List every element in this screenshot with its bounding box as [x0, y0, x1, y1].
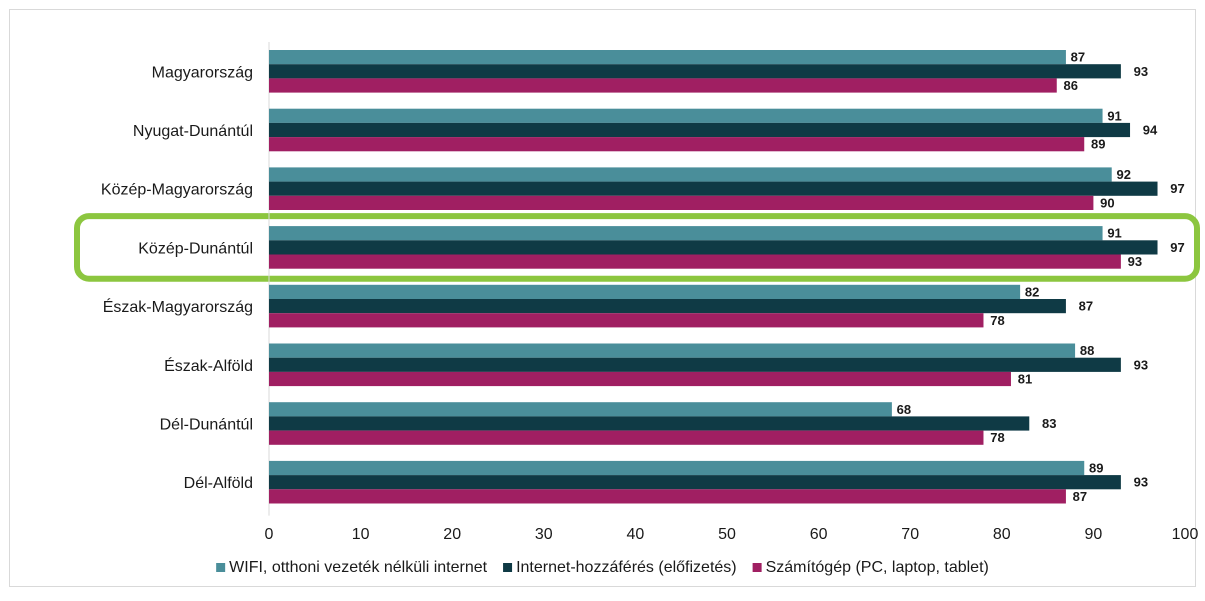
data-label: 93	[1134, 475, 1148, 490]
data-label: 78	[990, 430, 1004, 445]
bar	[269, 416, 1029, 430]
data-label: 81	[1018, 372, 1032, 387]
bar	[269, 299, 1066, 313]
data-label: 87	[1073, 489, 1087, 504]
data-label: 82	[1025, 284, 1039, 299]
bar	[269, 137, 1084, 151]
legend-item: WIFI, otthoni vezeték nélküli internet	[216, 559, 487, 576]
data-label: 93	[1134, 64, 1148, 79]
data-label: 91	[1107, 226, 1121, 241]
x-tick-label: 30	[535, 526, 553, 543]
data-label: 88	[1080, 343, 1094, 358]
category-label: Dél-Alföld	[184, 475, 253, 492]
bar	[269, 123, 1130, 137]
category-label: Közép-Dunántúl	[138, 240, 253, 257]
bar	[269, 431, 983, 445]
legend-item: Internet-hozzáférés (előfizetés)	[503, 559, 737, 576]
x-tick-label: 80	[993, 526, 1011, 543]
legend-label: WIFI, otthoni vezeték nélküli internet	[229, 559, 487, 576]
bar	[269, 196, 1093, 210]
bar	[269, 461, 1084, 475]
x-tick-label: 60	[810, 526, 828, 543]
data-label: 92	[1116, 167, 1130, 182]
x-tick-label: 20	[443, 526, 461, 543]
bar	[269, 358, 1121, 372]
bar	[269, 489, 1066, 503]
bar	[269, 402, 892, 416]
data-label: 97	[1170, 181, 1184, 196]
x-tick-label: 70	[901, 526, 919, 543]
category-label: Dél-Dunántúl	[160, 417, 253, 434]
x-tick-label: 90	[1085, 526, 1103, 543]
bar	[269, 372, 1011, 386]
bar	[269, 475, 1121, 489]
bar	[269, 64, 1121, 78]
bar	[269, 226, 1103, 240]
data-label: 89	[1091, 137, 1105, 152]
bar	[269, 344, 1075, 358]
data-label: 89	[1089, 461, 1103, 476]
legend-swatch	[216, 563, 225, 572]
data-label: 91	[1107, 108, 1121, 123]
category-label: Magyarország	[152, 64, 253, 81]
category-label: Nyugat-Dunántúl	[133, 123, 253, 140]
bar	[269, 78, 1057, 92]
data-label: 90	[1100, 195, 1114, 210]
category-label: Közép-Magyarország	[101, 182, 253, 199]
data-label: 83	[1042, 416, 1056, 431]
data-label: 87	[1071, 50, 1085, 65]
data-label: 94	[1143, 123, 1158, 138]
data-label: 93	[1128, 254, 1142, 269]
bar	[269, 167, 1112, 181]
legend-item: Számítógép (PC, laptop, tablet)	[753, 559, 989, 576]
data-label: 97	[1170, 240, 1184, 255]
x-tick-label: 50	[718, 526, 736, 543]
data-label: 93	[1134, 357, 1148, 372]
bar	[269, 109, 1103, 123]
x-tick-label: 40	[627, 526, 645, 543]
legend-swatch	[753, 563, 762, 572]
legend-swatch	[503, 563, 512, 572]
x-tick-label: 100	[1172, 526, 1199, 543]
x-tick-label: 0	[265, 526, 274, 543]
data-label: 87	[1079, 299, 1093, 314]
category-label: Észak-Magyarország	[103, 297, 253, 316]
bar	[269, 50, 1066, 64]
bar	[269, 255, 1121, 269]
category-label: Észak-Alföld	[164, 356, 253, 375]
bar	[269, 285, 1020, 299]
legend-label: Számítógép (PC, laptop, tablet)	[766, 559, 989, 576]
legend-label: Internet-hozzáférés (előfizetés)	[516, 559, 737, 576]
data-label: 86	[1064, 78, 1078, 93]
data-label: 78	[990, 313, 1004, 328]
bar	[269, 182, 1158, 196]
data-label: 68	[897, 402, 911, 417]
x-tick-label: 10	[352, 526, 370, 543]
bar	[269, 313, 983, 327]
bar	[269, 240, 1158, 254]
